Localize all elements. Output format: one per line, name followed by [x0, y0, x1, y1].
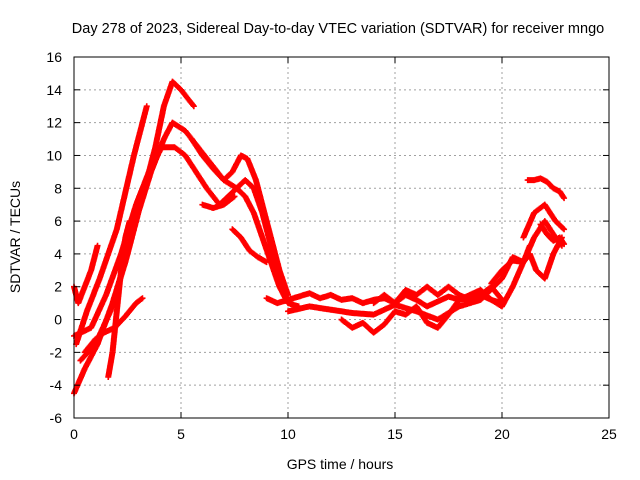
y-tick-label: 16 — [46, 49, 62, 65]
series-trace — [489, 235, 565, 286]
x-tick-label: 0 — [70, 426, 78, 442]
y-tick-label: 14 — [46, 82, 62, 98]
ticks: 0 5 10 15 20 25 -6 -4 -2 0 2 4 6 8 10 12 14 16 — [46, 49, 617, 442]
series-trace — [105, 219, 133, 379]
series-track-m — [338, 242, 533, 336]
x-tick-label: 20 — [494, 426, 510, 442]
series-trace — [371, 284, 505, 306]
y-axis-label: SDTVAR / TECUs — [7, 181, 23, 293]
data-points — [71, 78, 568, 397]
x-tick-label: 10 — [280, 426, 296, 442]
series-track-g — [105, 218, 133, 380]
y-tick-label: 4 — [54, 246, 62, 262]
series-track-p — [520, 201, 568, 241]
series-trace — [200, 194, 237, 211]
x-axis-label: GPS time / hours — [287, 456, 394, 472]
series-trace — [189, 137, 291, 297]
y-tick-label: -2 — [50, 344, 63, 360]
series-trace — [520, 202, 567, 240]
chart-title: Day 278 of 2023, Sidereal Day-to-day VTE… — [72, 21, 604, 37]
series-track-a — [73, 103, 150, 348]
x-tick-label: 5 — [177, 426, 185, 442]
series-trace — [526, 175, 567, 200]
x-tick-label: 15 — [387, 426, 403, 442]
series-track-n — [370, 283, 505, 307]
series-trace — [230, 227, 269, 265]
series-trace — [538, 222, 567, 246]
series-track-q — [524, 175, 568, 202]
grid — [74, 57, 609, 418]
x-tick-label: 25 — [601, 426, 617, 442]
y-tick-label: 10 — [46, 147, 62, 163]
y-tick-label: -4 — [50, 377, 63, 393]
series-trace — [73, 104, 150, 346]
y-tick-label: 0 — [54, 312, 62, 328]
y-tick-label: 12 — [46, 115, 62, 131]
y-tick-label: 6 — [54, 213, 62, 229]
y-tick-label: -6 — [50, 410, 63, 426]
series-track-r — [537, 221, 568, 248]
series-track-j — [229, 226, 270, 266]
y-tick-label: 8 — [54, 180, 62, 196]
series-track-e — [188, 136, 291, 298]
y-tick-label: 2 — [54, 279, 62, 295]
plot-frame — [73, 56, 610, 419]
series-track-i — [199, 193, 238, 211]
